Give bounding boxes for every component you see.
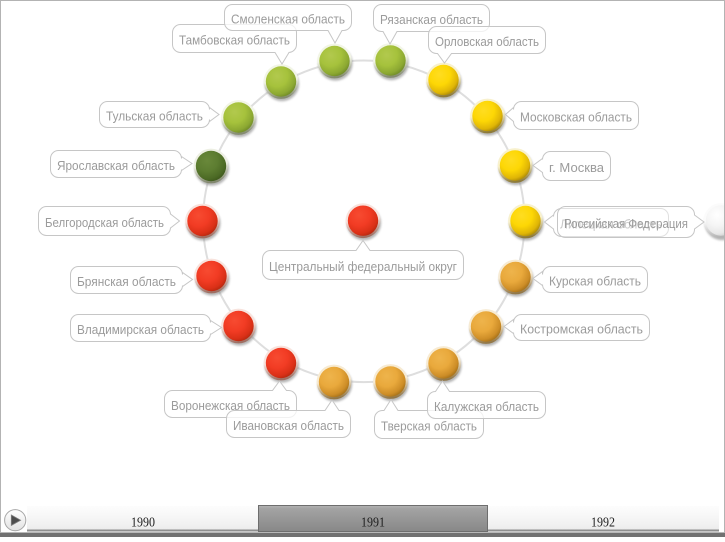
svg-text:Костромская область: Костромская область <box>520 322 643 337</box>
svg-text:Тульская область: Тульская область <box>106 109 203 124</box>
svg-text:Воронежская область: Воронежская область <box>171 398 290 413</box>
svg-text:1990: 1990 <box>131 516 155 531</box>
svg-text:Российская Федерация: Российская Федерация <box>564 216 688 231</box>
svg-text:1991: 1991 <box>361 516 385 531</box>
svg-text:Тверская область: Тверская область <box>381 419 477 434</box>
svg-text:Липецкая область: Липецкая область <box>560 217 662 232</box>
svg-text:Калужская область: Калужская область <box>434 399 539 414</box>
svg-text:1992: 1992 <box>591 516 615 531</box>
svg-text:Центральный федеральный округ: Центральный федеральный округ <box>269 259 457 274</box>
svg-text:Ивановская область: Ивановская область <box>233 418 344 433</box>
svg-text:Ярославская область: Ярославская область <box>57 158 175 173</box>
svg-text:Владимирская область: Владимирская область <box>77 322 204 337</box>
svg-text:Рязанская область: Рязанская область <box>380 12 483 27</box>
svg-text:Смоленская область: Смоленская область <box>231 12 345 27</box>
svg-text:г. Москва: г. Москва <box>549 160 605 175</box>
svg-text:Орловская область: Орловская область <box>435 34 539 49</box>
svg-text:Белгородская область: Белгородская область <box>45 215 164 230</box>
svg-text:Тамбовская область: Тамбовская область <box>179 33 290 48</box>
svg-text:Московская область: Московская область <box>520 110 632 125</box>
svg-text:Курская область: Курская область <box>549 274 641 289</box>
svg-text:Брянская область: Брянская область <box>77 274 176 289</box>
